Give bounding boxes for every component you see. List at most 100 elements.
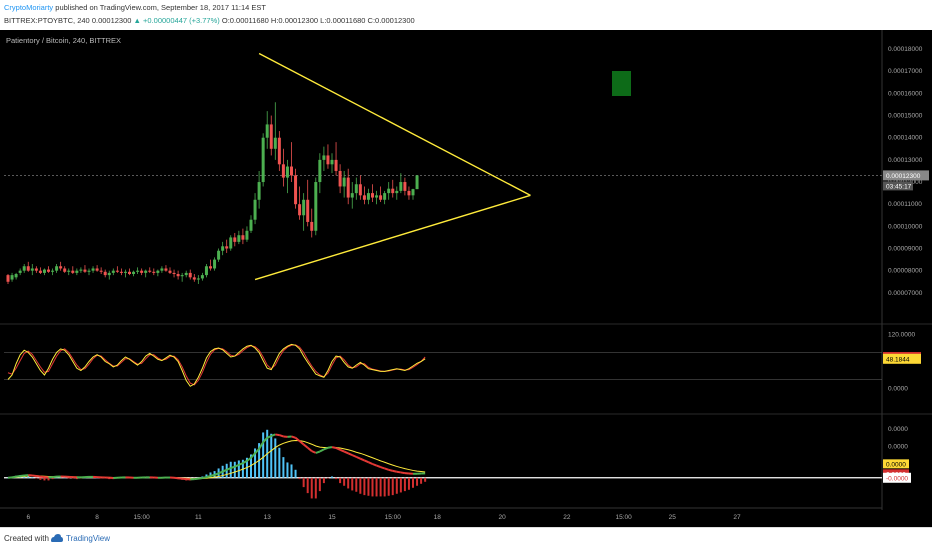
macd-histogram-bar [291,464,293,477]
candle-body [286,167,289,178]
author-link[interactable]: CryptoMoriarty [4,3,53,12]
candle-body [282,164,285,177]
macd-histogram-bar [64,478,66,479]
triangle-lower-line [255,195,530,279]
candle-body [258,182,261,200]
stoch-k-line [8,344,425,386]
candle-body [152,272,155,273]
chart-title: Patientory / Bitcoin, 240, BITTREX [6,36,121,45]
macd-histogram-bar [327,478,329,479]
candle-body [156,271,159,273]
candle-body [193,277,196,279]
candle-body [213,260,216,269]
candle-body [339,171,342,187]
macd-line-segment [364,460,368,462]
candle-body [387,189,390,193]
time-tick-label: 25 [669,514,677,521]
time-tick-label: 27 [733,514,741,521]
candle-body [71,271,74,273]
macd-histogram-bar [343,478,345,486]
price-tick-label: 0.00015000 [888,113,923,120]
candle-body [47,270,50,272]
candle-body [298,204,301,215]
macd-tick-label: 0.0000 [888,426,908,433]
candle-body [96,268,99,270]
price-tick-label: 0.00011000 [888,201,922,208]
candle-body [322,155,325,159]
candle-body [83,270,86,272]
last-price: 0.00012300 [90,16,134,25]
macd-histogram-bar [319,478,321,491]
macd-line-segment [373,464,377,466]
macd-line-segment [316,452,320,453]
macd-line-segment [393,471,397,472]
price-tick-label: 0.00009000 [888,246,923,253]
macd-line-segment [340,450,344,452]
time-tick-label: 18 [434,514,442,521]
macd-histogram-bar [274,438,276,477]
macd-histogram-bar [286,462,288,477]
candle-body [391,189,394,193]
candle-body [270,124,273,148]
candle-body [416,175,419,189]
candle-body [108,273,111,275]
publish-info: published on TradingView.com, September … [53,3,266,12]
candle-body [318,160,321,182]
candle-body [7,275,10,282]
macd-histogram-bar [335,478,337,479]
macd-line-segment [328,447,332,448]
candle-body [379,195,382,199]
macd-histogram-bar [400,478,402,493]
candle-body [241,235,244,239]
macd-line-segment [312,451,316,453]
candle-body [112,271,115,273]
macd-histogram-bar [367,478,369,496]
candle-body [59,266,62,268]
macd-histogram-bar [56,478,58,479]
macd-histogram-bar [39,478,41,480]
footer: Created with TradingView [0,527,932,551]
macd-line-segment [198,478,202,479]
candle-body [343,178,346,187]
candle-body [209,266,212,268]
candle-body [367,193,370,200]
candle-body [278,138,281,165]
candle-body [245,231,248,240]
candle-body [136,271,139,272]
candle-body [371,193,374,197]
stoch-tick-label: 0.0000 [888,386,908,393]
candle-body [310,222,313,231]
candle-body [92,268,95,270]
candle-body [363,195,366,199]
stoch-tick-label: 120.0000 [888,332,915,339]
chart-svg[interactable]: 0.000070000.000080000.000090000.00010000… [0,30,932,527]
candle-body [326,155,329,164]
green-box-marker [612,71,631,96]
candle-body [177,274,180,276]
macd-line-segment [211,475,215,476]
candle-body [140,271,143,273]
candle-body [335,160,338,171]
candle-body [266,124,269,137]
candle-body [148,271,151,272]
candle-body [314,182,317,231]
time-tick-label: 15 [328,514,336,521]
macd-histogram-bar [424,478,426,482]
candle-body [233,237,236,241]
price-tick-label: 0.00008000 [888,268,923,275]
macd-line-segment [377,466,381,468]
macd-line-segment [401,472,405,473]
candle-body [43,270,46,273]
tradingview-brand[interactable]: TradingView [66,534,110,543]
macd-histogram-bar [299,478,301,479]
tradingview-logo-icon[interactable] [50,532,64,544]
ohlc-values: O:0.00011680 H:0.00012300 L:0.00011680 C… [220,16,415,25]
candle-body [19,271,22,273]
macd-line-segment [320,449,324,451]
candle-body [201,275,204,278]
macd-line-segment [352,455,356,457]
candle-body [290,167,293,176]
candle-body [407,191,410,195]
macd-histogram-bar [238,460,240,477]
